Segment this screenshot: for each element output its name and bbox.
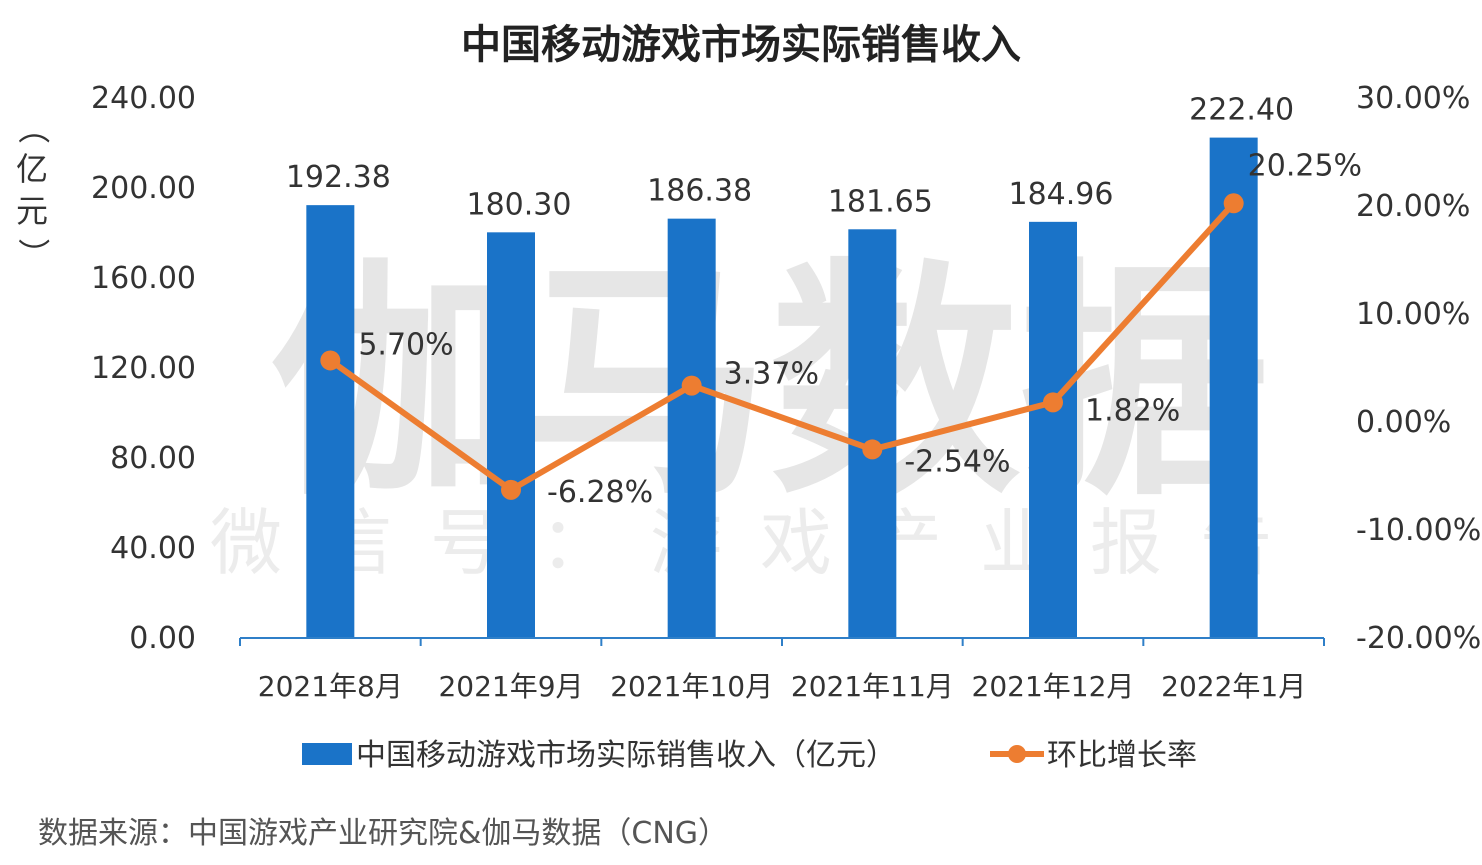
revenue-bar-label: 184.96 <box>1009 177 1114 212</box>
y-axis-label-char: ） <box>14 238 52 270</box>
right-tick-label: -10.00% <box>1356 513 1481 548</box>
x-category-label: 2021年9月 <box>438 670 583 703</box>
right-tick-label: -20.00% <box>1356 621 1481 656</box>
legend-line-label: 环比增长率 <box>1047 738 1197 773</box>
legend-bar-label: 中国移动游戏市场实际销售收入（亿元） <box>356 738 896 773</box>
chart-title: 中国移动游戏市场实际销售收入 <box>461 22 1021 68</box>
left-tick-label: 160.00 <box>91 261 196 296</box>
right-tick-label: 20.00% <box>1356 189 1470 224</box>
left-tick-label: 120.00 <box>91 351 196 386</box>
watermark-sub: 微信号：游戏产业报告 <box>210 501 1310 585</box>
left-axis-ticks: 0.00 40.00 80.00 120.00 160.00 200.00 240.00 <box>91 81 196 656</box>
chart: 伽马数据 微信号：游戏产业报告 中国移动游戏市场实际销售收入 （ 亿元 ） 0.00… <box>14 22 1481 773</box>
growth-rate-label: -2.54% <box>904 444 1010 479</box>
growth-rate-point <box>501 479 521 500</box>
x-category-label: 2021年8月 <box>258 670 403 703</box>
line-series: 5.70% -6.28% 3.37% -2.54% 1.82% 20.25% <box>320 148 1362 510</box>
growth-rate-point <box>681 375 702 396</box>
revenue-bar <box>487 232 535 638</box>
right-tick-label: 10.00% <box>1356 297 1470 332</box>
data-source: 数据来源：中国游戏产业研究院&伽马数据（CNG） <box>38 816 729 851</box>
x-category-label: 2021年10月 <box>610 670 773 703</box>
revenue-bar-label: 180.30 <box>467 187 572 222</box>
growth-rate-label: 3.37% <box>724 357 819 392</box>
bar-series: 192.38 180.30 186.38 181.65 184.96 222.40 <box>286 93 1294 638</box>
growth-rate-point <box>862 439 883 460</box>
y-axis-label: （ 亿元 ） <box>14 112 52 270</box>
growth-rate-label: 1.82% <box>1085 393 1180 428</box>
revenue-bar <box>667 218 716 638</box>
x-axis: 2021年8月 2021年9月 2021年10月 2021年11月 2021年12月 20… <box>239 637 1325 703</box>
growth-rate-point <box>320 350 341 371</box>
x-category-label: 2021年12月 <box>972 670 1135 703</box>
growth-rate-point <box>1043 392 1063 413</box>
revenue-bar <box>306 205 355 638</box>
growth-rate-label: 20.25% <box>1248 148 1362 183</box>
legend-line-marker <box>1008 745 1026 763</box>
y-axis-label-char: 亿 <box>16 150 48 188</box>
watermark-main: 伽马数据 <box>270 238 1270 529</box>
legend-bar-swatch <box>302 743 352 765</box>
revenue-bar <box>848 229 897 638</box>
growth-rate-label: -6.28% <box>547 475 653 510</box>
growth-rate-line <box>327 200 1237 493</box>
revenue-bar-label: 222.40 <box>1189 93 1294 128</box>
watermark: 伽马数据 微信号：游戏产业报告 <box>210 238 1310 585</box>
right-tick-label: 30.00% <box>1356 81 1470 116</box>
right-tick-label: 0.00% <box>1356 405 1451 440</box>
x-category-label: 2021年11月 <box>791 670 954 703</box>
growth-rate-point <box>1223 193 1244 214</box>
left-tick-label: 0.00 <box>129 621 196 656</box>
left-tick-label: 80.00 <box>110 441 196 476</box>
legend: 中国移动游戏市场实际销售收入（亿元） 环比增长率 <box>302 738 1197 773</box>
revenue-bar-label: 181.65 <box>828 184 933 219</box>
left-tick-label: 200.00 <box>91 171 196 206</box>
y-axis-label-char: 元 <box>16 192 48 230</box>
growth-rate-label: 5.70% <box>358 327 453 362</box>
left-tick-label: 240.00 <box>91 81 196 116</box>
right-axis-ticks: -20.00% -10.00% 0.00% 10.00% 20.00% 30.00% <box>1356 81 1481 656</box>
revenue-bar-label: 192.38 <box>286 160 391 195</box>
x-category-label: 2022年1月 <box>1161 670 1306 703</box>
left-tick-label: 40.00 <box>110 531 196 566</box>
revenue-bar <box>1029 221 1077 638</box>
y-axis-label-char: （ <box>14 112 52 144</box>
revenue-bar-label: 186.38 <box>647 174 752 209</box>
